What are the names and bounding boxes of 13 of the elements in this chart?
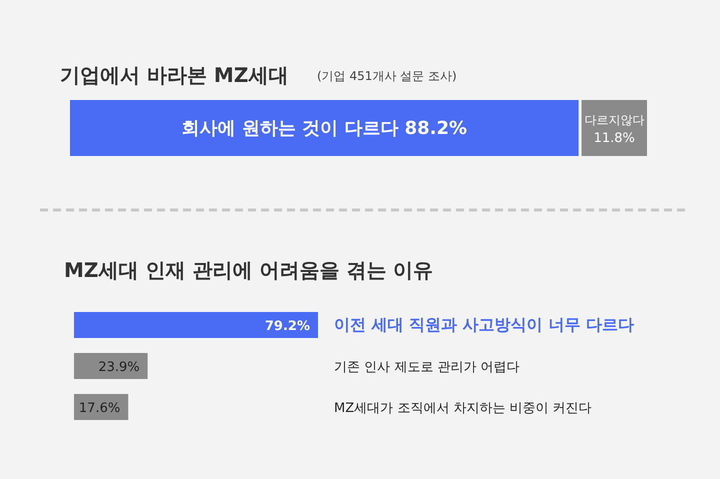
chart-title: MZ세대 인재 관리에 어려움을 겪는 이유	[64, 258, 434, 282]
data-label: 17.6%	[78, 401, 120, 416]
data-label: 79.2%	[264, 319, 310, 334]
y-tick-label: 이전 세대 직원과 사고방식이 너무 다르다	[334, 315, 634, 334]
chart-subtitle: (기업 451개사 설문 조사)	[317, 69, 457, 83]
data-label: 88.2%	[404, 118, 468, 139]
data-label: 11.8%	[594, 131, 635, 146]
data-label: 23.9%	[98, 360, 140, 375]
y-tick-label: MZ세대가 조직에서 차지하는 비중이 커진다	[334, 401, 592, 416]
series-label: 다르지않다	[584, 113, 644, 127]
y-tick-label: 기존 인사 제도로 관리가 어렵다	[334, 360, 520, 375]
series-label: 회사에 원하는 것이 다르다	[182, 118, 398, 139]
chart-title: 기업에서 바라본 MZ세대	[60, 63, 288, 87]
